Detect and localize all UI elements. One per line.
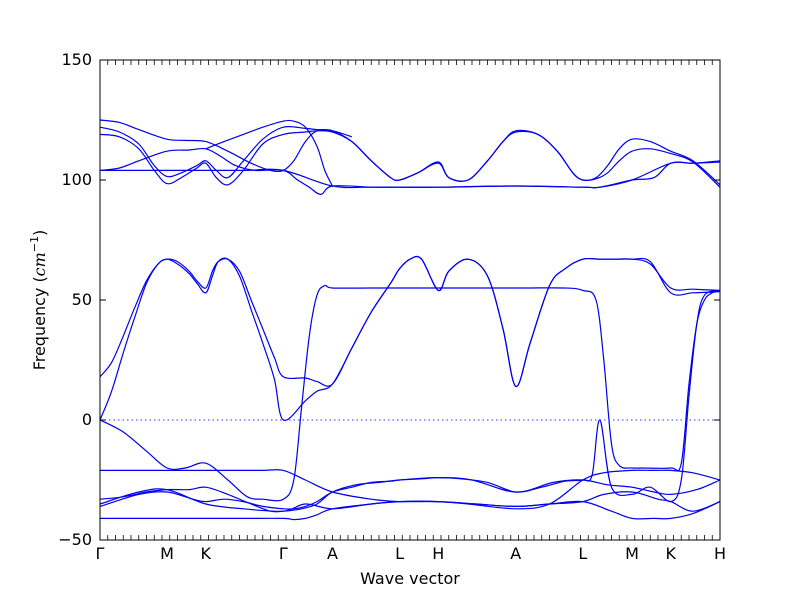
x-tick-label: M <box>625 544 639 563</box>
y-tick-label: 0 <box>82 410 92 429</box>
band-line-1 <box>99 255 721 421</box>
band-line-2 <box>99 255 721 388</box>
x-tick-label: H <box>714 544 726 563</box>
y-tick-label: 50 <box>72 290 92 309</box>
y-axis-label: Frequency (cm−1) <box>28 230 49 371</box>
y-tick-label: 150 <box>61 50 92 69</box>
band-line-11 <box>99 125 721 188</box>
y-axis-label-suffix: ) <box>30 230 49 236</box>
y-axis-label-exponent: −1 <box>28 236 41 252</box>
band-line-12 <box>99 119 353 173</box>
y-axis-label-unit: cm <box>30 252 49 276</box>
band-line-4 <box>99 289 721 510</box>
x-tick-label: M <box>160 544 174 563</box>
band-line-14 <box>100 160 721 189</box>
x-tick-label: L <box>395 544 404 563</box>
y-tick-label: −50 <box>58 530 92 549</box>
x-axis-label: Wave vector <box>360 569 460 588</box>
y-axis-ticks: −50 0 50 100 150 <box>58 50 720 549</box>
band-line-13 <box>205 119 334 187</box>
x-tick-label: A <box>327 544 338 563</box>
x-tick-label: Γ <box>96 544 105 563</box>
x-tick-label: K <box>666 544 677 563</box>
x-tick-label: A <box>510 544 521 563</box>
band-line-8 <box>100 500 721 521</box>
x-tick-label: H <box>432 544 444 563</box>
band-lines <box>99 119 721 521</box>
band-line-3 <box>99 284 721 502</box>
band-line-7 <box>99 488 721 512</box>
x-tick-label: Γ <box>279 544 288 563</box>
band-line-6 <box>99 476 721 513</box>
x-tick-label: L <box>578 544 587 563</box>
y-axis-label-prefix: Frequency ( <box>30 276 49 370</box>
x-tick-label: K <box>201 544 212 563</box>
y-tick-label: 100 <box>61 170 92 189</box>
